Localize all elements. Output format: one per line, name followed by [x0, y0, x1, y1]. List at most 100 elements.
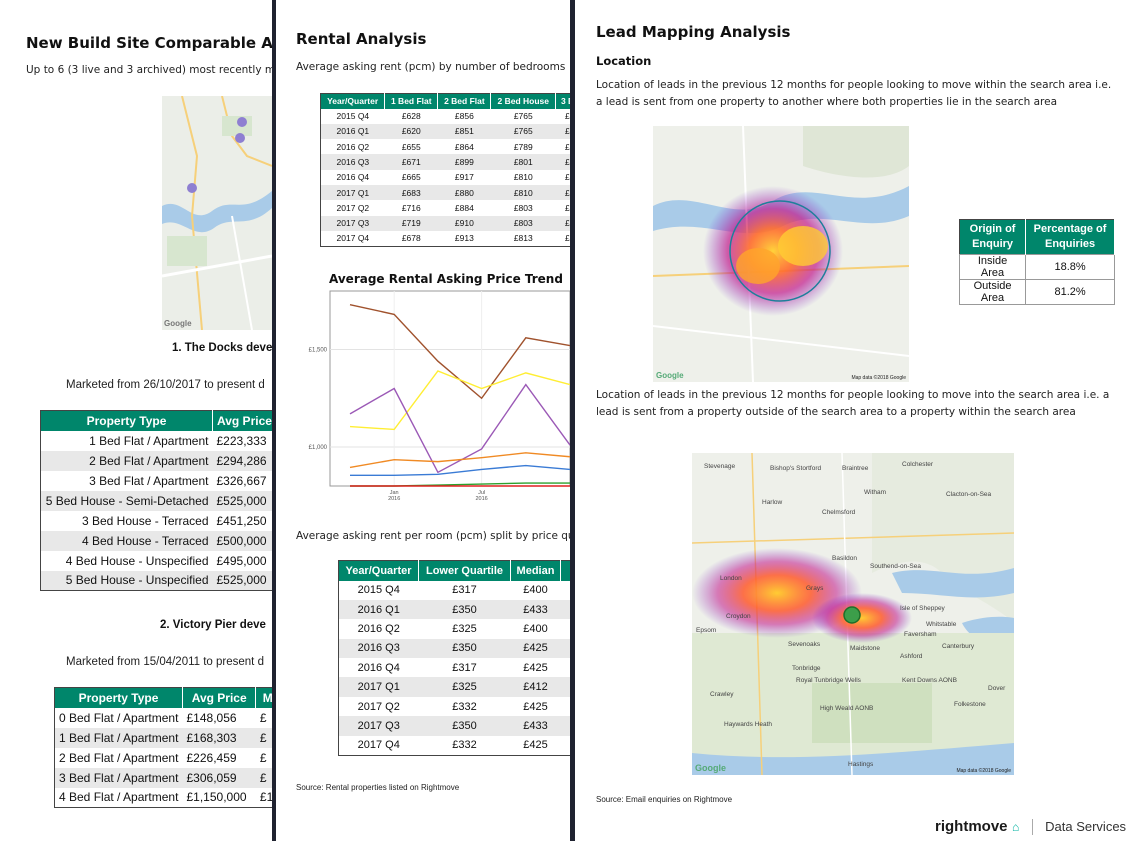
series-line-4 — [350, 464, 570, 476]
google-logo: Google — [656, 371, 684, 380]
table-row: Outside Area 81.2% — [958, 279, 1115, 305]
table-cell: £ — [564, 111, 570, 122]
table-cell: 2017 Q1 — [320, 184, 385, 201]
table-row: 2017 Q4 £678 £913 £813 £ — [321, 231, 571, 246]
table-cell: £495,000 — [212, 550, 272, 571]
table-row: 2016 Q4 £317 £425 — [339, 658, 571, 677]
table-cell: £350 — [418, 716, 511, 736]
table-cell: £325 — [418, 677, 511, 697]
map-place-label: Clacton-on-Sea — [946, 491, 992, 498]
table-cell: 2017 Q3 — [320, 215, 385, 231]
table-row: 3 Bed House - Terraced £451,250 — [40, 510, 272, 531]
map-place-label: Dover — [988, 685, 1006, 692]
column-header: Lower Quartile — [418, 560, 511, 581]
map-place-label: Crawley — [710, 691, 734, 698]
map-credit: Map data ©2018 Google — [851, 375, 906, 381]
table-cell: £148,056 — [182, 707, 256, 728]
table-cell: £765 — [513, 111, 533, 122]
table-cell: £306,059 — [182, 767, 256, 788]
series-line-3 — [349, 452, 570, 469]
x-tick-label: 2016 — [475, 496, 487, 502]
table-cell: £226,459 — [182, 747, 256, 768]
table-cell: 2017 Q2 — [357, 700, 400, 713]
table-cell: £716 — [401, 202, 421, 213]
table-cell: £168,303 — [182, 727, 256, 748]
table-cell: £655 — [401, 141, 421, 152]
dev2-marketed: Marketed from 15/04/2011 to present d — [66, 656, 264, 668]
table-cell: £1 — [255, 787, 272, 808]
table-cell: £683 — [384, 184, 438, 201]
table-cell: £ — [555, 154, 570, 170]
logo-divider — [1031, 818, 1033, 835]
table-cell: £500,000 — [212, 530, 272, 551]
page-title: New Build Site Comparable Analys — [26, 34, 272, 52]
table-row: 0 Bed Flat / Apartment £148,056 £ — [54, 707, 272, 728]
page-separator — [272, 0, 276, 841]
table-cell — [561, 619, 571, 638]
table-row: 2017 Q2 £716 £884 £803 £ — [321, 200, 571, 215]
site-map-graphic — [162, 96, 272, 330]
table-cell: 2017 Q1 — [338, 677, 419, 697]
table-row: 4 Bed House - Unspecified £495,000 — [40, 550, 272, 571]
table-cell: £884 — [454, 202, 474, 213]
column-header: M — [255, 687, 272, 708]
dev2-heading: 2. Victory Pier deve — [160, 619, 266, 631]
google-logo: Google — [164, 319, 192, 328]
table-cell — [560, 716, 570, 736]
chart-series — [349, 303, 570, 487]
table-cell: 2 Bed Flat / Apartment — [54, 747, 183, 768]
table-cell: 2016 Q4 — [357, 661, 400, 674]
map-place-label: Harlow — [762, 499, 783, 506]
column-header: 2 Bed Flat — [437, 93, 492, 109]
google-logo: Google — [695, 763, 726, 773]
table-cell: £678 — [401, 233, 421, 244]
table-cell: 2016 Q1 — [320, 123, 385, 140]
table-cell: £ — [555, 123, 570, 140]
y-tick-label: £1,000 — [309, 445, 328, 451]
table-row: 2017 Q1 £325 £412 — [338, 677, 570, 697]
table-row: 2017 Q1 £683 £880 £810 £ — [320, 184, 570, 201]
table-cell: 3 Bed House - Terraced — [40, 510, 213, 531]
series-line-1 — [349, 370, 570, 431]
table-cell: 2017 Q2 — [336, 202, 370, 213]
series-line-2 — [349, 383, 570, 474]
table-cell: £789 — [513, 141, 533, 152]
table-cell: £332 — [452, 700, 477, 713]
map-place-label: Colchester — [902, 461, 934, 468]
intro-text: Up to 6 (3 live and 3 archived) most rec… — [26, 64, 272, 76]
table-cell: 2017 Q3 — [338, 716, 419, 736]
source-note: Source: Email enquiries on Rightmove — [596, 795, 733, 804]
table-cell: £433 — [510, 599, 561, 620]
y-tick-label: £1,500 — [309, 348, 328, 354]
table-cell: £451,250 — [212, 510, 272, 531]
y-axis: £1,000 £1,500 — [309, 348, 328, 452]
map-place-label: Maidstone — [850, 645, 880, 652]
table-cell: £ — [255, 767, 272, 788]
site-map: Google — [162, 96, 272, 330]
rent-subtitle: Average asking rent (pcm) by number of b… — [296, 61, 566, 73]
table-row: 2016 Q2 £325 £400 — [339, 619, 571, 638]
table-cell: 2016 Q3 — [320, 154, 385, 170]
table-row: 2016 Q1 £620 £851 £765 £ — [320, 123, 570, 140]
table-cell: 2016 Q1 — [338, 599, 419, 620]
map-place-label: Faversham — [904, 631, 937, 638]
dev1-marketed: Marketed from 26/10/2017 to present d — [66, 379, 265, 391]
rightmove-logo[interactable]: rightmove ⌂ Data Services — [935, 818, 1126, 836]
table-cell: £ — [255, 707, 272, 728]
table-cell: £671 — [384, 154, 438, 170]
origin-table: Origin of Enquiry Percentage of Enquirie… — [958, 219, 1115, 305]
table-row: 1 Bed Flat / Apartment £223,333 — [40, 430, 272, 451]
column-header: Avg Price — [212, 410, 272, 431]
map-place-label: Chelmsford — [822, 509, 856, 516]
table-row: 2017 Q3 £719 £910 £803 £ — [320, 215, 570, 231]
map-place-label: Haywards Heath — [724, 721, 773, 728]
table-cell — [561, 581, 571, 600]
table-cell: 0 Bed Flat / Apartment — [54, 707, 183, 728]
rent-per-room-table: Year/Quarter Lower Quartile Median U 201… — [338, 560, 570, 756]
chart-title: Average Rental Asking Price Trend — [329, 272, 563, 286]
table-cell: £425 — [523, 700, 548, 713]
map-place-label: Canterbury — [942, 643, 975, 650]
table-row: 2016 Q3 £350 £425 — [338, 638, 570, 659]
page-lead-mapping: Lead Mapping Analysis Location Location … — [575, 0, 1142, 841]
